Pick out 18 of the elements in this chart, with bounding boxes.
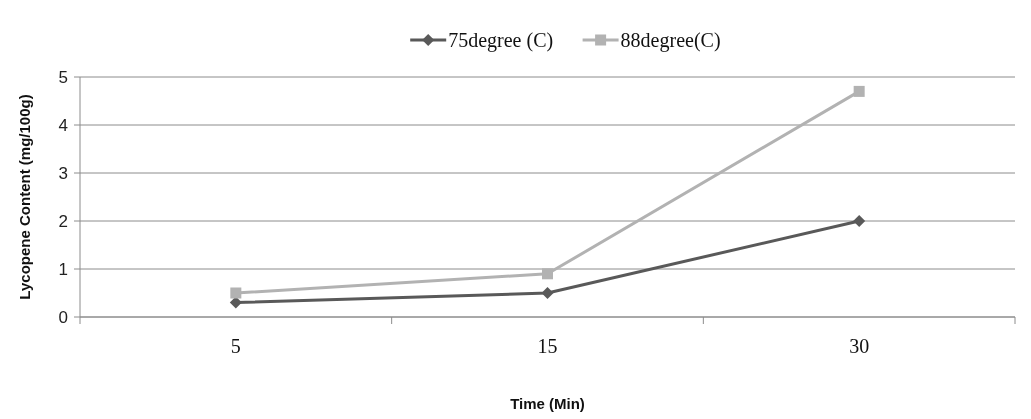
point: [853, 85, 865, 97]
y-axis-title: Lycopene Content (mg/100g): [16, 94, 33, 300]
y-tick-label: 1: [58, 259, 68, 279]
x-tick-label: 15: [537, 335, 558, 357]
point: [230, 287, 242, 299]
legend-label: 75degree (C): [448, 29, 554, 52]
legend-label: 88degree(C): [620, 29, 721, 52]
x-axis-title: Time (Min): [510, 395, 585, 412]
point: [541, 287, 554, 299]
x-tick-label: 30: [849, 335, 870, 357]
point: [853, 215, 866, 227]
y-tick-label: 5: [58, 67, 68, 87]
y-tick-label: 2: [58, 211, 68, 231]
y-tick-label: 3: [58, 163, 68, 183]
x-tick-label: 5: [230, 335, 241, 357]
point: [542, 268, 553, 280]
y-tick-label: 4: [58, 115, 68, 135]
y-tick-label: 0: [58, 307, 68, 327]
